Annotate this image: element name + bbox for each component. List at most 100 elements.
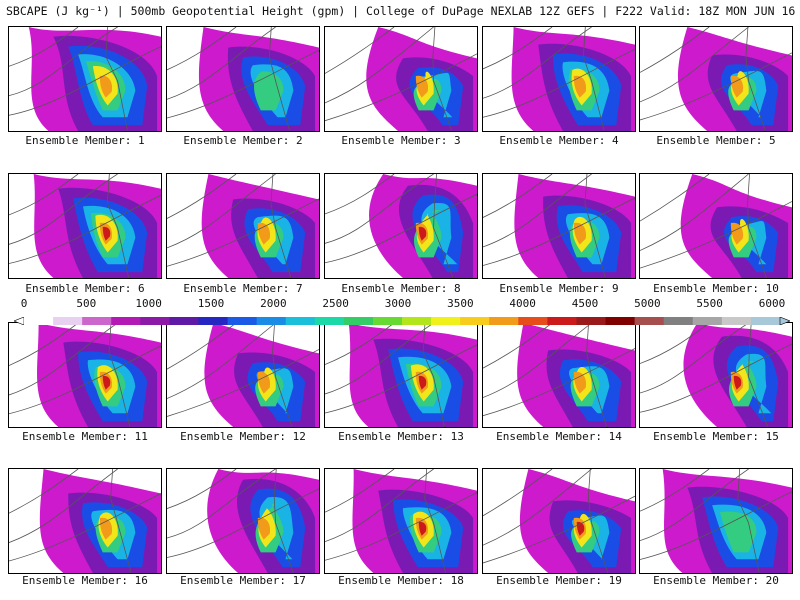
colorbar-swatch	[256, 317, 287, 325]
sbcape-map	[167, 27, 319, 131]
height-contour	[483, 469, 592, 546]
height-contour	[167, 174, 237, 219]
boundary-line	[433, 174, 454, 278]
height-contour	[9, 493, 161, 562]
height-contour	[483, 48, 635, 118]
height-contour	[640, 174, 749, 251]
colorbar-tick-label: 5000	[634, 297, 661, 310]
height-contour	[483, 27, 592, 99]
colorbar-swatch	[402, 317, 432, 325]
ensemble-panel-1	[8, 26, 162, 132]
ensemble-panel-6	[8, 173, 162, 279]
colorbar-swatch	[140, 317, 170, 325]
height-contour	[483, 323, 592, 398]
colorbar-swatch	[721, 317, 752, 325]
sbcape-map	[325, 174, 477, 278]
colorbar-swatch	[24, 317, 54, 325]
height-contour	[167, 49, 319, 119]
cape-extreme-region	[415, 75, 429, 98]
boundary-line	[105, 27, 128, 131]
height-contour	[325, 53, 477, 122]
cape-max-region	[733, 375, 742, 390]
colorbar	[13, 310, 791, 326]
height-contour	[9, 323, 79, 366]
height-contour	[325, 174, 434, 244]
height-contour	[640, 469, 710, 512]
colorbar-tick-label: 500	[76, 297, 97, 310]
colorbar-swatch	[198, 317, 229, 325]
ensemble-panel-13	[324, 322, 478, 428]
boundary-line	[106, 174, 130, 278]
height-contour	[9, 27, 118, 97]
sbcape-map	[9, 323, 161, 427]
ensemble-member-label: Ensemble Member: 17	[180, 574, 306, 587]
height-contour	[483, 197, 635, 266]
ensemble-member-label: Ensemble Member: 8	[341, 282, 461, 295]
ensemble-panel-3	[324, 26, 478, 132]
colorbar-tick-label: 0	[20, 297, 28, 310]
ensemble-panel-11	[8, 322, 162, 428]
height-contour	[640, 491, 792, 560]
height-contour	[9, 174, 118, 245]
ensemble-member-label: Ensemble Member: 12	[180, 430, 306, 443]
sbcape-map	[483, 27, 635, 131]
sbcape-map	[325, 469, 477, 573]
height-contour	[325, 27, 395, 74]
height-contour	[167, 198, 319, 267]
sbcape-map	[483, 323, 635, 427]
colorbar-swatch	[285, 317, 316, 325]
cape-extreme-region	[573, 371, 587, 394]
ensemble-panel-14	[482, 322, 636, 428]
map-title: SBCAPE (J kg⁻¹) | 500mb Geopotential Hei…	[6, 4, 800, 18]
height-contour	[325, 27, 434, 104]
colorbar-swatch	[605, 317, 636, 325]
colorbar-swatch	[518, 317, 548, 325]
height-contour	[483, 174, 592, 248]
cape-high-region	[254, 71, 284, 111]
ensemble-member-label: Ensemble Member: 20	[653, 574, 779, 587]
cape-extreme-region	[573, 75, 587, 98]
height-contour	[483, 348, 635, 417]
height-contour	[9, 323, 118, 396]
ensemble-panel-2	[166, 26, 320, 132]
height-contour	[483, 27, 553, 70]
cape-extreme-region	[99, 75, 113, 98]
ensemble-member-label: Ensemble Member: 6	[25, 282, 145, 295]
boundary-line	[745, 27, 766, 131]
boundary-line	[748, 323, 769, 427]
colorbar-swatch	[169, 317, 199, 325]
height-contour	[483, 323, 553, 369]
cape-max-region	[418, 226, 427, 241]
ensemble-panel-8	[324, 173, 478, 279]
ensemble-member-label: Ensemble Member: 16	[22, 574, 148, 587]
cape-extreme-region	[257, 517, 271, 540]
colorbar-swatch	[431, 317, 461, 325]
colorbar-swatch	[343, 317, 374, 325]
colorbar-swatch	[663, 317, 694, 325]
boundary-line	[584, 174, 606, 278]
ensemble-member-label: Ensemble Member: 10	[653, 282, 779, 295]
colorbar-tick-label: 2000	[260, 297, 287, 310]
height-contour	[325, 323, 395, 365]
ensemble-member-label: Ensemble Member: 18	[338, 574, 464, 587]
sbcape-map	[483, 174, 635, 278]
sbcape-map	[167, 174, 319, 278]
cape-max-region	[576, 521, 585, 536]
height-contour	[325, 193, 477, 264]
colorbar-swatch	[489, 317, 519, 325]
height-contour	[9, 345, 161, 415]
colorbar-swatch	[634, 317, 665, 325]
boundary-line	[432, 27, 453, 131]
sbcape-map	[640, 27, 792, 131]
ensemble-member-label: Ensemble Member: 9	[499, 282, 619, 295]
height-contour	[640, 201, 792, 269]
ensemble-panel-18	[324, 468, 478, 574]
colorbar-tick-label: 1500	[197, 297, 225, 310]
height-contour	[483, 495, 635, 564]
height-contour	[9, 46, 161, 116]
sbcape-map	[483, 469, 635, 573]
colorbar-tick-label: 4000	[509, 297, 536, 310]
sbcape-map	[640, 323, 792, 427]
height-contour	[167, 323, 237, 370]
cape-extreme-region	[573, 222, 587, 245]
